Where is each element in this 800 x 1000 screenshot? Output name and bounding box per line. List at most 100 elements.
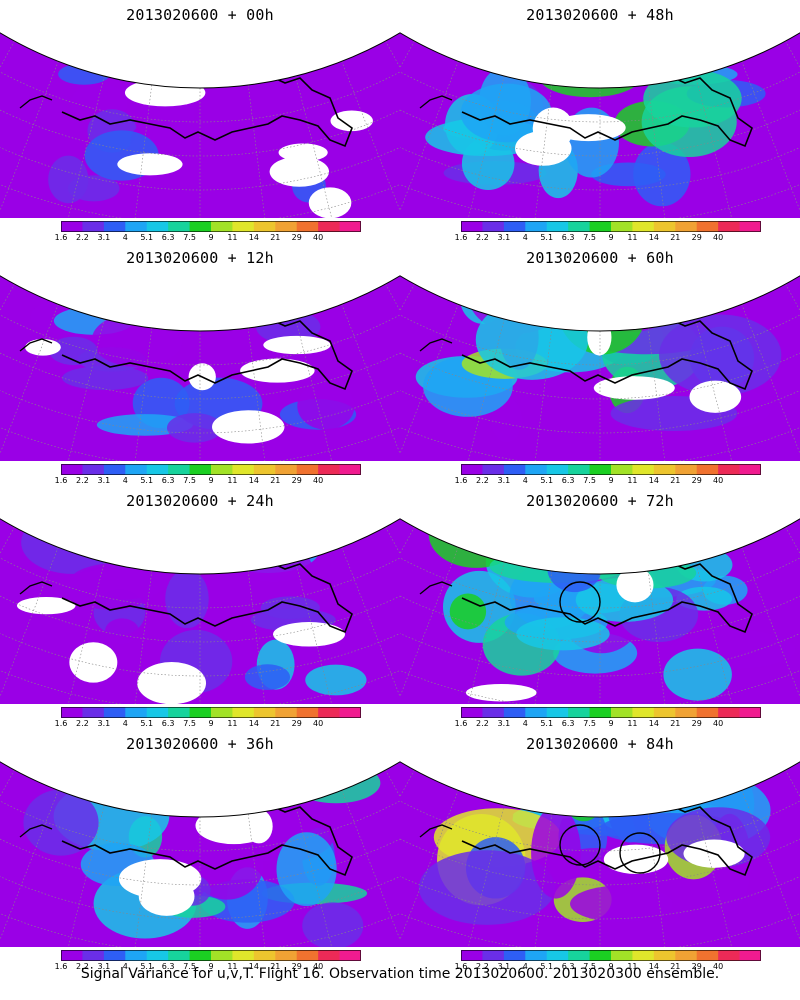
colorbar-tick-label: 7.5 [583, 719, 596, 728]
panel-title: 2013020600 + 00h [126, 6, 274, 24]
colorbar-tick-label: 3.1 [97, 233, 111, 242]
colorbar-tick-label: 2.2 [76, 719, 89, 728]
variance-map [400, 271, 800, 461]
colorbar-swatch [211, 707, 233, 718]
colorbar-swatch [718, 464, 741, 475]
panel-title: 2013020600 + 12h [126, 249, 274, 267]
colorbar-tick-label: 14 [248, 719, 259, 728]
colorbar-swatch [611, 221, 633, 232]
colorbar-tick-label: 7.5 [583, 233, 596, 242]
colorbar-tick-label: 6.3 [561, 719, 575, 728]
colorbar-labels: 1.6 2.2 3.1 4 5.1 6.3 7.5 9 11 14 21 29 40 [455, 476, 761, 486]
colorbar-swatch [589, 950, 612, 961]
colorbar-tick-label: 7.5 [583, 476, 596, 485]
colorbar-tick-label: 40 [713, 719, 724, 728]
colorbar-tick-label: 11 [627, 233, 638, 242]
colorbar-swatch [482, 707, 505, 718]
colorbar-swatch [318, 464, 341, 475]
colorbar-swatch [739, 221, 761, 232]
colorbar-swatch [739, 950, 761, 961]
colorbar-swatch [482, 464, 505, 475]
colorbar-swatch [232, 950, 255, 961]
colorbar [61, 464, 361, 475]
colorbar-swatch [275, 950, 298, 961]
colorbar-swatch [168, 950, 191, 961]
colorbar [461, 707, 761, 718]
colorbar-tick-label: 1.6 [454, 962, 468, 971]
colorbar-swatch [503, 221, 526, 232]
colorbar-tick-label: 14 [248, 962, 259, 971]
variance-map [0, 514, 400, 704]
colorbar-swatch [675, 221, 698, 232]
colorbar-swatch [611, 950, 633, 961]
coastline [61, 57, 353, 148]
colorbar-swatch [296, 464, 319, 475]
colorbar-swatch [696, 221, 719, 232]
colorbar-tick-label: 1.6 [54, 719, 68, 728]
forecast-panel: 2013020600 + 84h 1.6 2.2 3.1 4 5.1 6.3 7.5 9 11 14… [400, 729, 800, 974]
colorbar-swatch [339, 707, 361, 718]
colorbar-tick-label: 6.3 [561, 476, 575, 485]
colorbar-tick-label: 11 [227, 476, 238, 485]
colorbar-tick-label: 9 [208, 233, 214, 242]
colorbar-swatch [718, 707, 741, 718]
colorbar-swatch [339, 221, 361, 232]
colorbar-tick-label: 5.1 [540, 962, 554, 971]
colorbar-tick-label: 2.2 [76, 233, 89, 242]
colorbar-swatch [253, 950, 276, 961]
colorbar-tick-label: 4 [522, 476, 528, 485]
colorbar-tick-label: 6.3 [561, 962, 575, 971]
colorbar-swatch [718, 221, 741, 232]
colorbar-tick-label: 40 [313, 719, 324, 728]
colorbar-tick-label: 21 [670, 719, 681, 728]
colorbar-tick-label: 11 [627, 476, 638, 485]
colorbar-tick-label: 5.1 [140, 476, 154, 485]
colorbar-swatch [675, 950, 698, 961]
colorbar-swatch [82, 464, 105, 475]
colorbar-swatch [589, 221, 612, 232]
colorbar-swatch [568, 950, 591, 961]
colorbar [461, 464, 761, 475]
colorbar-tick-label: 11 [227, 233, 238, 242]
colorbar-tick-label: 29 [691, 476, 702, 485]
variance-map [0, 28, 400, 218]
colorbar-tick-label: 1.6 [454, 476, 468, 485]
colorbar-tick-label: 4 [122, 233, 128, 242]
colorbar-tick-label: 5.1 [540, 233, 554, 242]
colorbar-swatch [61, 221, 83, 232]
colorbar-tick-label: 3.1 [97, 962, 111, 971]
colorbar-tick-label: 2.2 [76, 476, 89, 485]
colorbar-tick-label: 9 [608, 962, 614, 971]
colorbar-swatch [318, 707, 341, 718]
coastline [61, 786, 353, 877]
colorbar-swatch [103, 707, 126, 718]
colorbar-labels: 1.6 2.2 3.1 4 5.1 6.3 7.5 9 11 14 21 29 40 [55, 719, 361, 729]
colorbar-swatch [253, 464, 276, 475]
variance-map [0, 271, 400, 461]
colorbar-tick-label: 2.2 [476, 233, 489, 242]
colorbar [461, 221, 761, 232]
colorbar-swatch [525, 464, 548, 475]
colorbar-swatch [211, 464, 233, 475]
colorbar-swatch [632, 950, 655, 961]
colorbar-swatch [589, 464, 612, 475]
forecast-panel: 2013020600 + 00h 1.6 2.2 3.1 4 5.1 6.3 7.5 9 11 14… [0, 0, 400, 245]
colorbar-labels: 1.6 2.2 3.1 4 5.1 6.3 7.5 9 11 14 21 29 40 [455, 719, 761, 729]
colorbar-tick-label: 9 [608, 476, 614, 485]
colorbar-swatch [253, 221, 276, 232]
colorbar-swatch [339, 464, 361, 475]
colorbar-swatch [146, 950, 169, 961]
colorbar-tick-label: 5.1 [140, 719, 154, 728]
colorbar-swatch [103, 950, 126, 961]
forecast-panel: 2013020600 + 36h 1.6 2.2 3.1 4 5.1 6.3 7.5 9 11 14… [0, 729, 400, 974]
colorbar-tick-label: 11 [227, 962, 238, 971]
colorbar-swatch [461, 221, 483, 232]
colorbar-swatch [525, 221, 548, 232]
colorbar-swatch [125, 221, 148, 232]
colorbar-swatch [211, 221, 233, 232]
colorbar-swatch [103, 221, 126, 232]
colorbar-swatch [82, 707, 105, 718]
colorbar-swatch [461, 707, 483, 718]
colorbar-swatch [546, 950, 569, 961]
colorbar-swatch [275, 707, 298, 718]
